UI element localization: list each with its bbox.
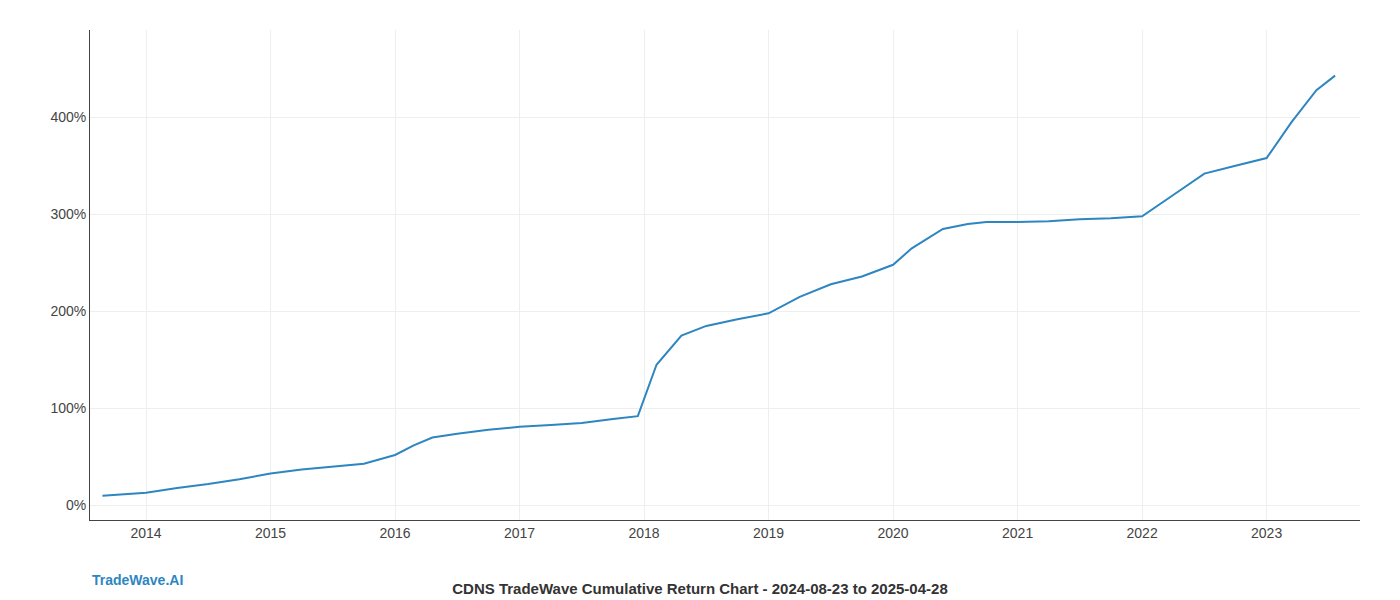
- svg-text:400%: 400%: [50, 109, 86, 125]
- svg-text:TradeWave.AI: TradeWave.AI: [92, 572, 183, 588]
- svg-text:2016: 2016: [379, 525, 410, 541]
- svg-text:2019: 2019: [753, 525, 784, 541]
- svg-text:2015: 2015: [255, 525, 286, 541]
- svg-text:2014: 2014: [130, 525, 161, 541]
- svg-text:100%: 100%: [50, 400, 86, 416]
- svg-text:200%: 200%: [50, 303, 86, 319]
- svg-text:2022: 2022: [1127, 525, 1158, 541]
- svg-text:2020: 2020: [878, 525, 909, 541]
- svg-text:0%: 0%: [66, 497, 86, 513]
- svg-text:2023: 2023: [1251, 525, 1282, 541]
- svg-text:2018: 2018: [628, 525, 659, 541]
- svg-text:CDNS TradeWave Cumulative Retu: CDNS TradeWave Cumulative Return Chart -…: [452, 580, 947, 597]
- svg-text:2017: 2017: [504, 525, 535, 541]
- svg-text:2021: 2021: [1002, 525, 1033, 541]
- svg-text:300%: 300%: [50, 206, 86, 222]
